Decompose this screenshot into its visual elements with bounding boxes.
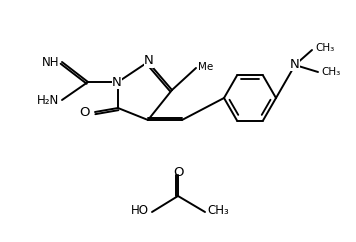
Text: HO: HO [131, 204, 149, 218]
Text: NH: NH [42, 55, 59, 68]
Text: O: O [79, 106, 90, 119]
Text: N: N [290, 58, 300, 70]
Text: H₂N: H₂N [37, 93, 59, 106]
Text: CH₃: CH₃ [321, 67, 340, 77]
Text: N: N [112, 76, 122, 89]
Text: O: O [173, 166, 183, 179]
Text: N: N [144, 54, 154, 68]
Text: Me: Me [198, 62, 213, 72]
Text: CH₃: CH₃ [315, 43, 334, 53]
Text: CH₃: CH₃ [207, 204, 229, 218]
